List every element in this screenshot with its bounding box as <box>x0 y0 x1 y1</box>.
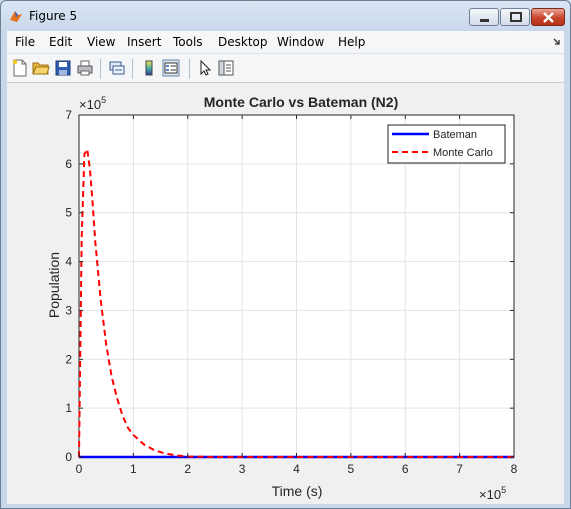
figure-toolbar <box>7 53 564 83</box>
y-tick-label: 4 <box>65 255 72 269</box>
close-button[interactable] <box>531 8 565 26</box>
property-editor-icon[interactable] <box>217 59 235 77</box>
menu-desktop[interactable]: Desktop <box>218 35 268 49</box>
new-figure-icon[interactable] <box>11 59 29 77</box>
y-tick-label: 3 <box>65 303 72 317</box>
open-file-icon[interactable] <box>32 59 50 77</box>
x-tick-label: 8 <box>511 462 518 476</box>
x-tick-label: 0 <box>76 462 83 476</box>
toolbar-separator <box>189 59 190 79</box>
y-axis-label: Population <box>46 252 62 318</box>
menu-window[interactable]: Window <box>277 35 325 49</box>
ticks: 0 1 2 3 4 5 6 7 8 0 1 2 3 4 5 6 7 <box>65 108 517 476</box>
chart-title: Monte Carlo vs Bateman (N2) <box>204 94 398 110</box>
chart[interactable]: 0 1 2 3 4 5 6 7 8 0 1 2 3 4 5 6 7 Monte Carlo vs Bateman… <box>7 83 564 504</box>
series-line-monte-carlo[interactable] <box>78 146 514 458</box>
link-icon[interactable] <box>108 59 126 77</box>
title-bar[interactable]: Figure 5 <box>1 1 570 31</box>
toolbar-separator <box>100 59 101 79</box>
x-tick-label: 6 <box>402 462 409 476</box>
toolbar-separator <box>132 59 133 79</box>
maximize-icon <box>510 12 522 22</box>
x-exponent-power: 5 <box>501 485 506 495</box>
legend-icon[interactable] <box>162 59 180 77</box>
y-exponent-power: 5 <box>101 95 106 105</box>
x-tick-label: 7 <box>456 462 463 476</box>
y-tick-label: 7 <box>65 108 72 122</box>
close-icon <box>543 12 554 23</box>
maximize-button[interactable] <box>500 8 530 26</box>
x-tick-label: 3 <box>239 462 246 476</box>
menu-edit[interactable]: Edit <box>49 35 73 49</box>
minimize-icon <box>480 19 489 22</box>
legend-label-monte-carlo: Monte Carlo <box>433 147 493 159</box>
minimize-button[interactable] <box>469 8 499 26</box>
y-tick-label: 2 <box>65 352 72 366</box>
y-tick-label: 1 <box>65 401 72 415</box>
save-icon[interactable] <box>54 59 72 77</box>
print-icon[interactable] <box>76 59 94 77</box>
x-tick-label: 5 <box>348 462 355 476</box>
dock-arrow-icon[interactable] <box>553 38 561 46</box>
pointer-icon[interactable] <box>196 59 214 77</box>
menu-insert[interactable]: Insert <box>127 35 162 49</box>
y-tick-label: 6 <box>65 157 72 171</box>
x-tick-label: 1 <box>130 462 137 476</box>
legend-box <box>387 124 506 164</box>
grid-lines <box>79 115 514 457</box>
menu-bar: File Edit View Insert Tools Desktop Wind… <box>7 31 564 53</box>
x-tick-label: 2 <box>184 462 191 476</box>
y-exponent-base: ×10 <box>79 97 101 112</box>
x-exponent-label: ×105 <box>479 485 506 502</box>
y-tick-label: 5 <box>65 206 72 220</box>
y-exponent-label: ×105 <box>79 95 106 112</box>
x-axis-label: Time (s) <box>272 483 323 499</box>
matlab-icon <box>10 11 22 22</box>
colorbar-icon[interactable] <box>140 59 158 77</box>
menu-view[interactable]: View <box>87 35 116 49</box>
y-tick-label: 0 <box>65 450 72 464</box>
menu-file[interactable]: File <box>15 35 36 49</box>
x-exponent-base: ×10 <box>479 487 501 502</box>
legend-label-bateman: Bateman <box>433 129 477 141</box>
menu-help[interactable]: Help <box>338 35 366 49</box>
x-tick-label: 4 <box>293 462 300 476</box>
legend[interactable]: Bateman Monte Carlo <box>387 124 506 164</box>
figure-area: 0 1 2 3 4 5 6 7 8 0 1 2 3 4 5 6 7 Monte Carlo vs Bateman… <box>7 83 564 504</box>
menu-tools[interactable]: Tools <box>173 35 203 49</box>
window-title: Figure 5 <box>29 9 78 23</box>
